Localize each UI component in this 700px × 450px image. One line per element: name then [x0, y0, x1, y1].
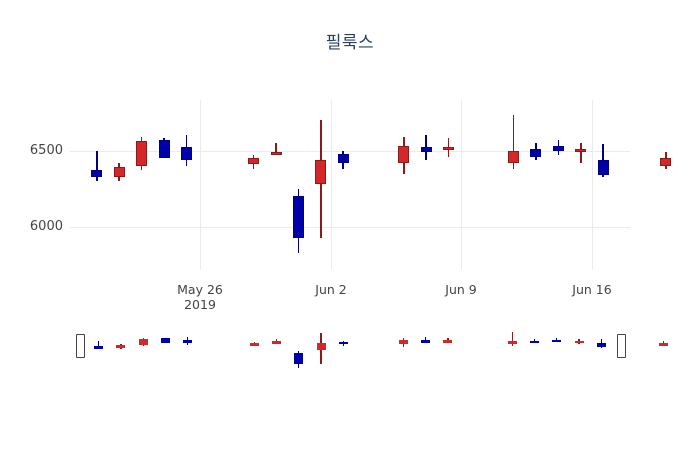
range-slider-candle-body [116, 345, 126, 348]
candle-body [136, 141, 148, 166]
candle-body [660, 158, 672, 166]
gridline-vertical [331, 100, 332, 270]
candle-body [530, 149, 542, 157]
gridline-horizontal [70, 227, 630, 228]
candle-body [270, 152, 282, 156]
range-slider-candle-body [398, 339, 408, 345]
range-slider-right-handle[interactable] [617, 334, 626, 358]
range-slider-candle-body [574, 340, 584, 344]
range-slider-candle-body [659, 343, 669, 346]
candle-body [248, 158, 260, 165]
range-slider-candle-body [294, 352, 304, 364]
candle-wick [512, 115, 515, 169]
candle-body [420, 147, 432, 153]
candle-body [158, 139, 170, 159]
range-slider-candle-body [183, 340, 193, 344]
gridline-vertical [461, 100, 462, 270]
x-axis-tick-group: Jun 16 [532, 282, 652, 297]
range-slider-candle-body [249, 343, 259, 346]
candle-body [315, 159, 327, 185]
candle-body [180, 147, 192, 160]
range-slider-left-handle[interactable] [76, 334, 85, 358]
candle-body [91, 170, 103, 177]
range-slider-candle-body [596, 343, 606, 348]
range-slider-candle-body [443, 340, 453, 343]
x-axis-tick-label: 2019 [184, 297, 216, 312]
range-slider-candle-wick [275, 339, 278, 343]
chart-title: 필룩스 [325, 33, 375, 53]
x-axis-tick-label: Jun 9 [445, 282, 477, 297]
range-slider-candle-body [530, 340, 540, 344]
candle-body [552, 145, 564, 151]
range-slider-candle-body [94, 346, 104, 349]
gridline-horizontal [70, 151, 630, 152]
candle-body [575, 149, 587, 153]
range-slider-candle-wick [98, 341, 100, 349]
range-slider-candle-body [421, 340, 431, 343]
x-axis-tick-group: May 26 2019 [140, 282, 260, 312]
y-axis-tick-label: 6000 [29, 219, 63, 235]
x-axis-tick-label: Jun 2 [315, 282, 347, 297]
candle-body [292, 196, 304, 238]
range-slider-candle-body [552, 339, 562, 343]
candle-body [597, 159, 609, 176]
candle-body [443, 147, 455, 151]
x-axis-tick-label: May 26 [177, 282, 223, 297]
range-slider-candle-body [160, 338, 170, 344]
candle-body [337, 153, 349, 163]
candle-wick [96, 150, 98, 182]
candle-body [508, 150, 520, 163]
range-slider-candle-body [338, 341, 348, 345]
range-slider-candle-body [507, 341, 517, 345]
range-slider-candle-body [138, 338, 148, 346]
range-slider-candle-wick [424, 337, 427, 344]
gridline-vertical [592, 100, 593, 270]
gridline-vertical [200, 100, 201, 270]
range-slider-candle-body [316, 343, 326, 350]
range-slider-candle-body [272, 341, 282, 344]
x-axis-tick-group: Jun 2 [271, 282, 391, 297]
x-axis-tick-label: Jun 16 [572, 282, 612, 297]
range-slider-candle-wick [511, 331, 513, 346]
y-axis-tick-label: 6500 [29, 142, 63, 158]
candle-wick [275, 142, 277, 156]
candle-body [398, 145, 410, 163]
candle-body [113, 167, 125, 177]
candle-wick [579, 142, 582, 163]
x-axis-tick-group: Jun 9 [401, 282, 521, 297]
